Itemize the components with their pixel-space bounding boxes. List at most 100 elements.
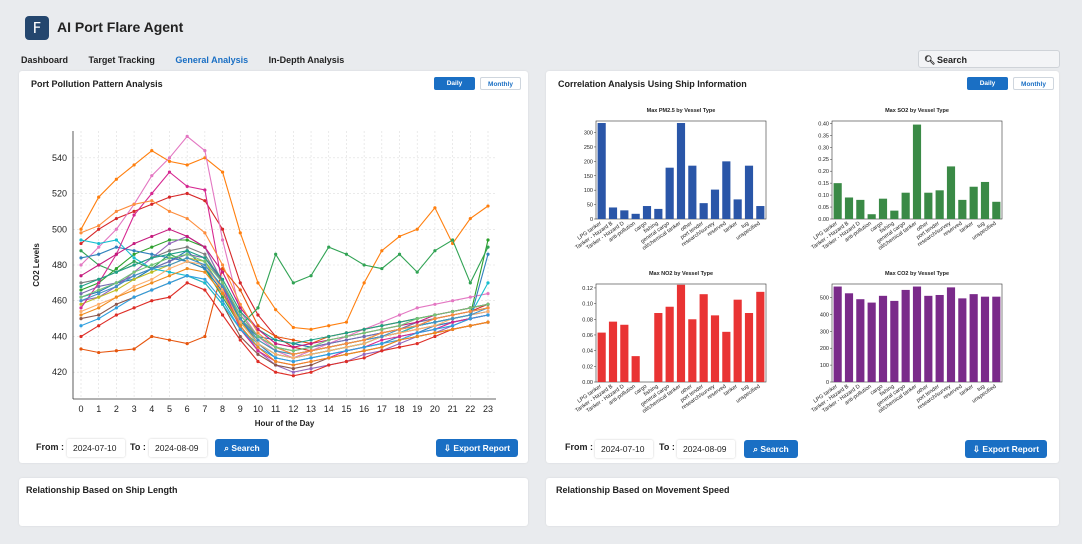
to-date-input[interactable]: 2024-08-09 [149, 439, 207, 457]
data-point [185, 274, 189, 278]
data-point [97, 306, 101, 310]
data-point [203, 149, 207, 153]
data-point [362, 334, 366, 339]
tab-general-analysis[interactable]: General Analysis [175, 55, 249, 65]
bar [654, 208, 663, 219]
data-point [327, 334, 331, 339]
data-point [397, 252, 402, 256]
search-icon: ⌕ [753, 444, 759, 454]
tab-dashboard[interactable]: Dashboard [21, 55, 69, 65]
bar [901, 192, 910, 219]
data-point [451, 238, 455, 242]
bar [620, 324, 629, 382]
data-point [380, 320, 384, 324]
data-point [114, 177, 118, 181]
data-point [132, 252, 136, 256]
toggle-daily[interactable]: Daily [434, 77, 475, 90]
data-point [274, 252, 278, 256]
data-point [327, 356, 331, 360]
bar [867, 302, 876, 382]
data-point [167, 209, 172, 213]
from-label: From : [565, 442, 593, 452]
data-point [97, 302, 101, 306]
data-point [468, 281, 472, 285]
search-button[interactable]: ⌕ Search [215, 439, 269, 457]
data-point [150, 277, 154, 281]
data-point [97, 224, 101, 228]
data-point [433, 206, 437, 210]
data-point [415, 227, 419, 231]
x-tick-label: 1 [96, 404, 101, 414]
data-point [468, 295, 472, 299]
bar-chart-3: Max NO2 by Vessel Type 0.00 0.02 0.04 0.06 0.… [574, 271, 767, 415]
y-tick-label: 0.35 [818, 133, 829, 139]
from-date-input[interactable]: 2024-07-10 [595, 440, 653, 458]
data-point [344, 320, 349, 324]
toggle-monthly[interactable]: Monthly [480, 77, 521, 90]
data-point [433, 324, 437, 328]
export-report-button[interactable]: ⇩ Export Report [436, 439, 518, 457]
data-point [114, 281, 118, 285]
data-point [79, 288, 83, 292]
data-point [274, 363, 278, 367]
data-point [220, 299, 225, 303]
data-point [291, 367, 295, 371]
data-point [132, 202, 136, 206]
data-point [362, 356, 366, 360]
data-point [167, 281, 172, 285]
app-title: AI Port Flare Agent [57, 19, 184, 35]
data-point [486, 320, 490, 324]
data-point [150, 299, 154, 303]
data-point [362, 331, 366, 335]
data-point [433, 317, 437, 321]
y-tick-label: 0.10 [818, 193, 829, 199]
data-point [132, 249, 136, 253]
bar [878, 295, 888, 382]
search-icon: 🔍︎ [924, 55, 936, 65]
data-point [344, 352, 349, 356]
data-point [291, 281, 295, 285]
data-point [486, 291, 490, 296]
data-point [468, 306, 472, 310]
data-point [132, 259, 136, 264]
data-point [238, 306, 242, 310]
bar [756, 206, 765, 219]
y-tick-label: 520 [52, 189, 67, 199]
search-button[interactable]: ⌕ Search [744, 440, 798, 458]
series-line [80, 135, 489, 359]
data-point [79, 284, 83, 289]
from-date-input[interactable]: 2024-07-10 [67, 439, 125, 457]
data-point [344, 331, 349, 335]
data-point [451, 309, 455, 314]
export-report-button[interactable]: ⇩ Export Report [965, 440, 1047, 458]
series-13 [79, 281, 490, 378]
to-date-input[interactable]: 2024-08-09 [677, 440, 735, 458]
x-tick-label: 0 [78, 404, 83, 414]
data-point [415, 320, 419, 324]
y-tick-label: 50 [587, 203, 593, 209]
data-point [415, 342, 419, 346]
toggle-monthly[interactable]: Monthly [1013, 77, 1054, 90]
data-point [274, 349, 278, 353]
data-point [309, 356, 313, 360]
data-point [362, 281, 366, 285]
bar [676, 123, 686, 219]
data-point [97, 195, 101, 199]
data-point [362, 352, 366, 356]
tab-in-depth-analysis[interactable]: In-Depth Analysis [268, 55, 345, 65]
toggle-daily[interactable]: Daily [967, 77, 1008, 90]
data-point [185, 184, 189, 188]
bar [710, 315, 720, 382]
y-tick-label: 0.06 [582, 333, 593, 339]
data-point [380, 342, 384, 346]
bar [699, 294, 708, 382]
tab-target-tracking[interactable]: Target Tracking [88, 55, 155, 65]
x-tick-label: 14 [324, 404, 334, 414]
data-point [238, 302, 242, 306]
y-tick-label: 200 [820, 346, 829, 352]
bar [969, 294, 978, 382]
from-label: From : [36, 442, 64, 452]
x-tick-label: 9 [238, 404, 243, 414]
bar [631, 356, 640, 382]
search-input[interactable]: 🔍︎ Search [918, 50, 1060, 68]
